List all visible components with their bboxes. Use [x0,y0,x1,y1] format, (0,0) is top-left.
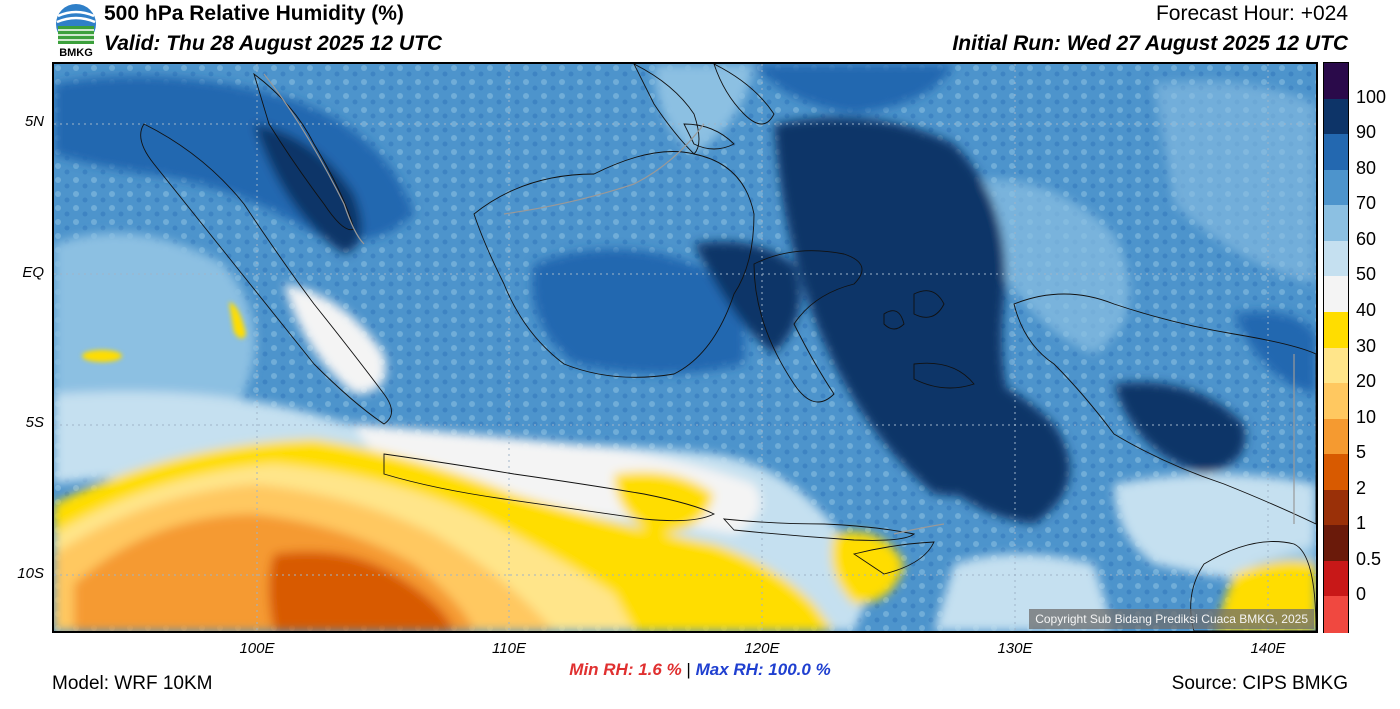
forecast-hour: Forecast Hour: +024 [1155,2,1348,25]
lon-label-120e: 120E [744,640,780,657]
colorbar-segment [1324,525,1348,562]
colorbar-segment [1324,596,1348,633]
lat-label-5n: 5N [24,113,44,130]
colorbar-label: 40 [1356,299,1377,320]
colorbar-segment [1324,276,1348,313]
colorbar-segment [1324,134,1348,171]
humidity-map: Copyright Sub Bidang Prediksi Cuaca BMKG… [52,62,1318,633]
colorbar [1323,62,1349,633]
national-boundaries [263,73,1295,535]
stats-separator: | [686,660,691,679]
colorbar-segment [1324,240,1348,277]
colorbar-label: 0.5 [1356,548,1382,569]
colorbar-label: 0 [1356,584,1367,605]
colorbar-label: 50 [1356,264,1377,285]
colorbar-segment [1324,418,1348,455]
colorbar-label: 20 [1356,371,1377,392]
rh-stats: Min RH: 1.6 % | Max RH: 100.0 % [0,660,1400,680]
colorbar-segment [1324,311,1348,348]
bmkg-logo: BMKG [52,2,100,59]
lat-label-eq: EQ [22,264,44,281]
initial-run: Initial Run: Wed 27 August 2025 12 UTC [952,32,1348,55]
colorbar-label: 1 [1356,513,1367,534]
lat-label-10s: 10S [17,565,44,582]
colorbar-segment [1324,454,1348,491]
max-rh: Max RH: 100.0 % [695,660,831,679]
map-copyright: Copyright Sub Bidang Prediksi Cuaca BMKG… [1029,609,1314,629]
valid-time: Valid: Thu 28 August 2025 12 UTC [104,32,443,55]
colorbar-label: 70 [1356,193,1377,214]
lon-label-140e: 140E [1250,640,1286,657]
colorbar-label: 100 [1356,86,1387,107]
map-title: 500 hPa Relative Humidity (%) [104,2,404,25]
colorbar-segment [1324,98,1348,135]
bmkg-logo-icon: BMKG [56,4,96,59]
colorbar-label: 30 [1356,335,1377,356]
colorbar-label: 5 [1356,442,1367,463]
lon-label-110e: 110E [492,640,526,657]
colorbar-segment [1324,489,1348,526]
colorbar-label: 10 [1356,406,1377,427]
data-source: Source: CIPS BMKG [1171,673,1348,694]
colorbar-label: 2 [1356,477,1367,498]
min-rh: Min RH: 1.6 % [569,660,682,679]
colorbar-segment [1324,560,1348,597]
colorbar-label: 90 [1356,122,1377,143]
model-name: Model: WRF 10KM [52,673,213,694]
colorbar-segment [1324,383,1348,420]
lon-label-100e: 100E [239,640,275,657]
lon-label-130e: 130E [997,640,1033,657]
colorbar-label: 60 [1356,228,1377,249]
lat-label-5s: 5S [25,414,44,431]
colorbar-label: 80 [1356,157,1377,178]
colorbar-segment [1324,63,1348,100]
logo-text: BMKG [59,47,93,58]
colorbar-segment [1324,347,1348,384]
humidity-field [54,64,1316,631]
colorbar-segment [1324,169,1348,206]
colorbar-segment [1324,205,1348,242]
